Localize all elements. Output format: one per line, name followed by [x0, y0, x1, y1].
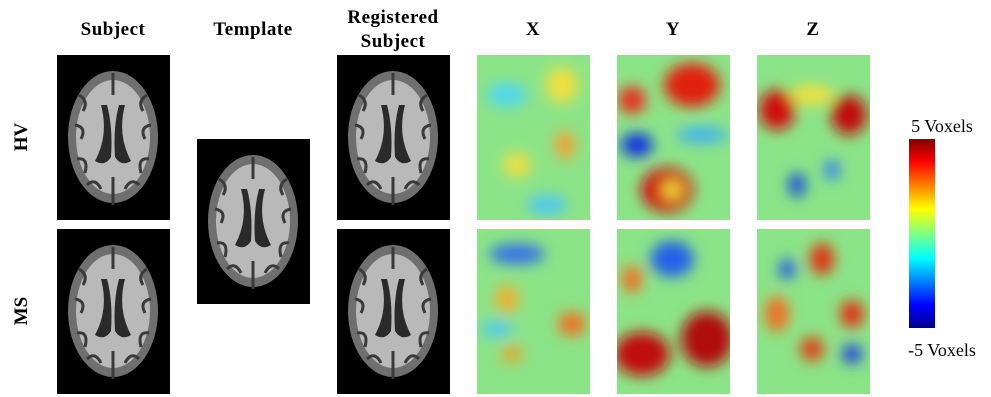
colorbar-max-label: 5 Voxels [892, 116, 991, 137]
figure: Subject Template Registered Subject X Y … [0, 0, 991, 397]
column-header: Subject [53, 18, 173, 42]
colorbar-min-label: -5 Voxels [892, 340, 991, 361]
column-header: Registered Subject [338, 6, 448, 54]
figure-graphics [0, 0, 991, 397]
colorbar [909, 139, 935, 328]
row-label: MS [11, 281, 33, 341]
column-header: Z [753, 18, 873, 42]
column-header: X [473, 18, 593, 42]
row-label: HV [11, 107, 33, 167]
column-header: Template [193, 18, 313, 42]
column-header: Y [613, 18, 733, 42]
